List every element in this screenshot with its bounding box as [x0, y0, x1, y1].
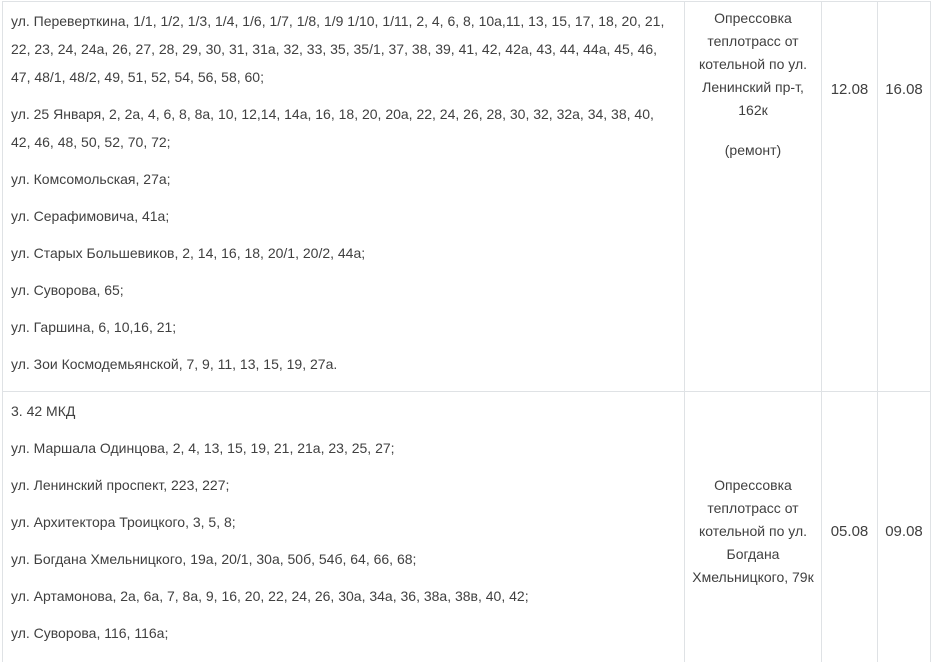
address-line: ул. Серафимовича, 41а; — [11, 208, 170, 224]
reason-text: Опрессовка — [714, 10, 792, 26]
district-heading: 3. 42 МКД — [11, 403, 76, 419]
address-line: ул. Зои Космодемьянской, 7, 9, 11, 13, 1… — [11, 356, 338, 372]
reason-text: Опрессовка — [714, 477, 792, 493]
reason-text: теплотрасс от — [707, 33, 799, 49]
address-line: ул. Суворова, 116, 116а; — [11, 625, 169, 641]
addresses-cell: 3. 42 МКД ул. Маршала Одинцова, 2, 4, 13… — [2, 391, 685, 662]
reason-text: котельной по ул. — [698, 523, 808, 539]
end-date-cell: 16.08 — [877, 1, 931, 392]
address-line: ул. Комсомольская, 27а; — [11, 171, 171, 187]
reason-text: Ленинский пр-т, — [702, 79, 804, 95]
table-row: ул. Переверткина, 1/1, 1/2, 1/3, 1/4, 1/… — [2, 1, 931, 392]
reason-text: 162к — [738, 102, 768, 118]
reason-cell: Опрессовка теплотрасс от котельной по ул… — [684, 391, 822, 662]
reason-text: Хмельницкого, 79к — [692, 569, 814, 585]
address-line: ул. Переверткина, 1/1, 1/2, 1/3, 1/4, 1/… — [11, 13, 665, 85]
end-date-cell: 09.08 — [877, 391, 931, 662]
address-line: ул. Богдана Хмельницкого, 19а, 20/1, 30а… — [11, 551, 417, 567]
address-line: ул. Архитектора Троицкого, 3, 5, 8; — [11, 514, 236, 530]
reason-cell: Опрессовка теплотрасс от котельной по ул… — [684, 1, 822, 392]
reason-text: теплотрасс от — [707, 500, 799, 516]
address-line: ул. 25 Января, 2, 2а, 4, 6, 8, 8а, 10, 1… — [11, 106, 654, 150]
address-line: ул. Маршала Одинцова, 2, 4, 13, 15, 19, … — [11, 440, 395, 456]
reason-text: котельной по ул. — [698, 56, 808, 72]
reason-text: Богдана — [726, 546, 780, 562]
table-row: 3. 42 МКД ул. Маршала Одинцова, 2, 4, 13… — [2, 391, 931, 662]
address-line: ул. Ленинский проспект, 223, 227; — [11, 477, 230, 493]
address-line: ул. Гаршина, 6, 10,16, 21; — [11, 319, 177, 335]
addresses-cell: ул. Переверткина, 1/1, 1/2, 1/3, 1/4, 1/… — [2, 1, 685, 392]
start-date-cell: 05.08 — [821, 391, 878, 662]
start-date-cell: 12.08 — [821, 1, 878, 392]
address-line: ул. Артамонова, 2а, 6а, 7, 8а, 9, 16, 20… — [11, 588, 529, 604]
reason-note: (ремонт) — [724, 142, 782, 158]
address-line: ул. Старых Большевиков, 2, 14, 16, 18, 2… — [11, 245, 366, 261]
address-line: ул. Суворова, 65; — [11, 282, 124, 298]
